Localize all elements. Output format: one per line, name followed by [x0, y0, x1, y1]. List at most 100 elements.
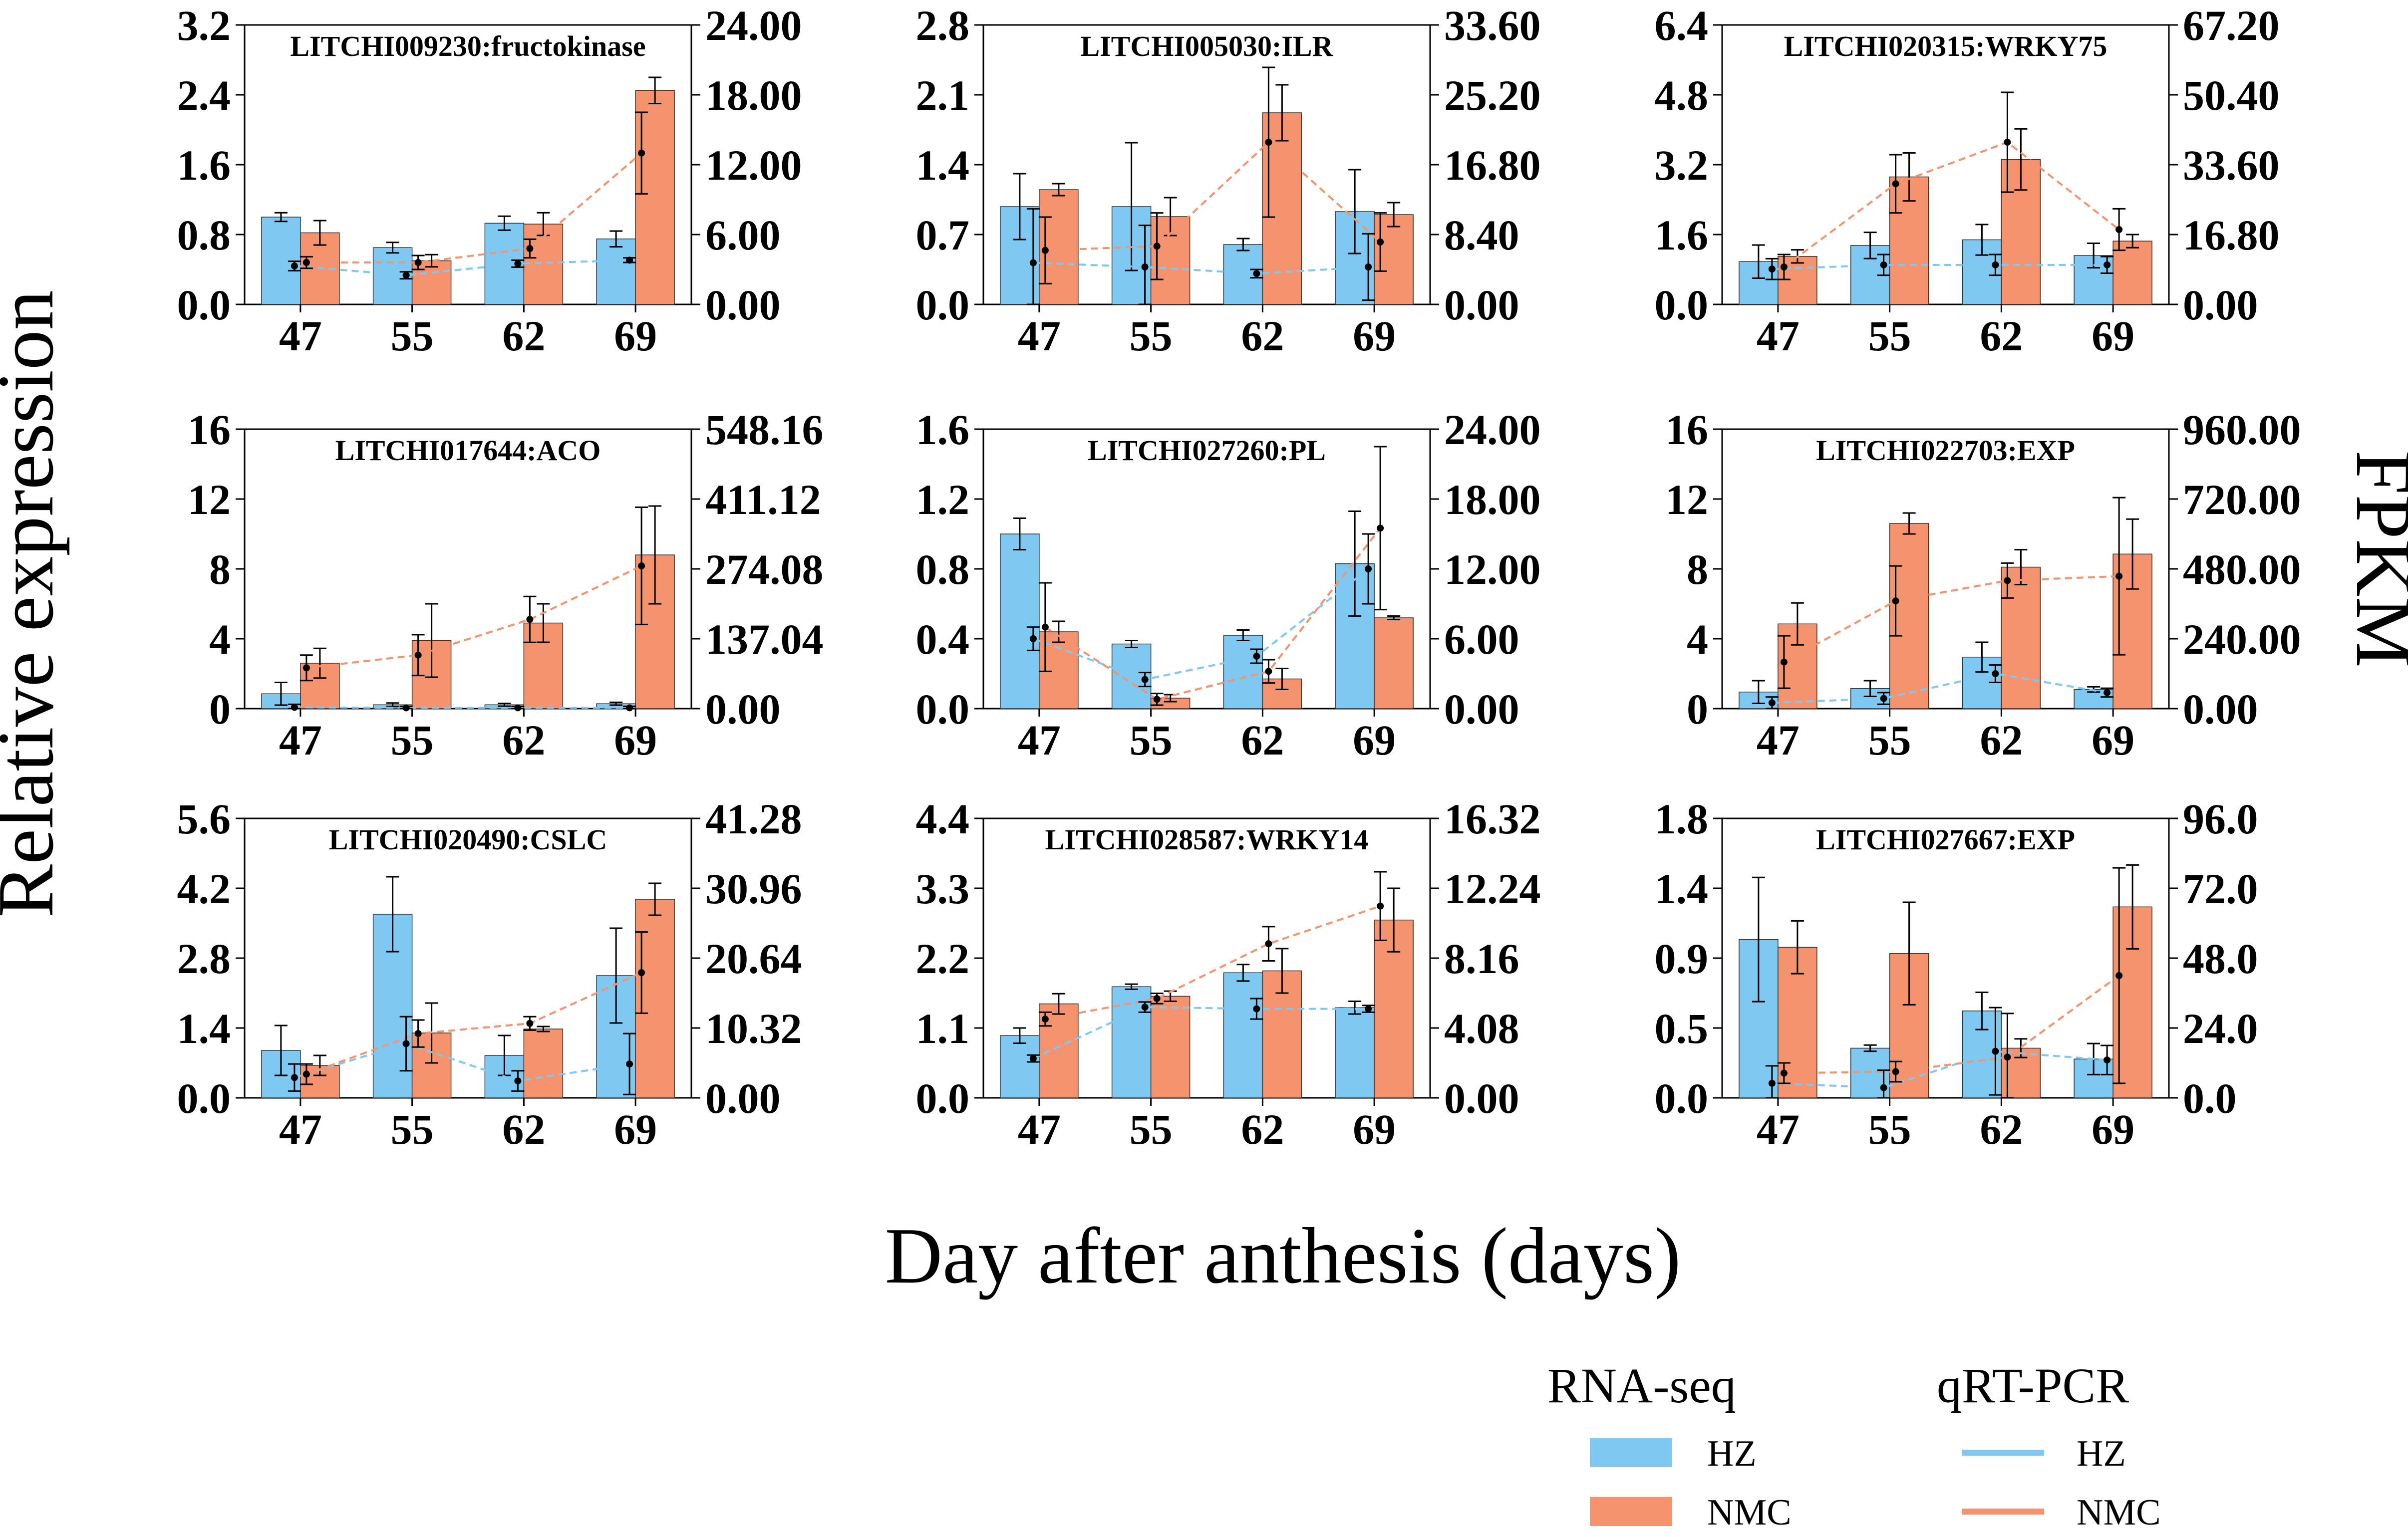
- right-tick-label: 720.00: [2183, 476, 2301, 523]
- x-tick-label: 47: [1018, 716, 1061, 764]
- point-nmc-55: [414, 259, 422, 266]
- right-tick-label: 25.20: [1444, 71, 1541, 119]
- x-tick-label: 55: [1868, 1105, 1911, 1153]
- point-nmc-47: [1780, 658, 1788, 666]
- point-nmc-69: [1377, 239, 1384, 246]
- right-tick-label: 18.00: [705, 71, 802, 119]
- right-tick-label: 0.00: [2183, 281, 2258, 329]
- right-tick-label: 48.0: [2183, 935, 2258, 983]
- x-tick-label: 55: [1130, 716, 1173, 764]
- series-line-hz: [294, 1042, 630, 1082]
- right-tick-label: 6.00: [705, 211, 781, 259]
- left-tick-label: 1.6: [177, 141, 231, 189]
- x-tick-label: 47: [279, 312, 322, 360]
- point-hz-47: [1029, 259, 1037, 266]
- panel-title: LITCHI022703:EXP: [1816, 434, 2075, 467]
- point-hz-69: [2104, 1056, 2111, 1064]
- point-nmc-47: [302, 664, 310, 672]
- point-nmc-62: [526, 1020, 534, 1027]
- left-tick-label: 0: [1687, 685, 1708, 733]
- left-tick-label: 1.4: [1655, 865, 1709, 913]
- x-tick-label: 69: [2092, 1105, 2134, 1153]
- x-axis-label: Day after anthesis (days): [885, 1211, 1681, 1300]
- point-hz-62: [514, 1077, 522, 1085]
- right-tick-label: 10.32: [705, 1005, 802, 1052]
- x-tick-label: 47: [1757, 716, 1800, 764]
- bar-nmc-55: [1150, 996, 1191, 1098]
- right-tick-label: 67.20: [2183, 1, 2280, 49]
- left-tick-label: 0.0: [916, 685, 970, 733]
- series-line-nmc: [306, 972, 642, 1075]
- left-tick-label: 0.0: [1655, 1074, 1709, 1122]
- left-tick-label: 1.8: [1655, 795, 1709, 843]
- point-nmc-62: [2004, 577, 2011, 584]
- point-hz-47: [1029, 635, 1037, 642]
- point-nmc-69: [638, 969, 645, 977]
- right-tick-label: 0.00: [1444, 281, 1519, 329]
- left-tick-label: 12: [188, 476, 231, 523]
- x-tick-label: 47: [1757, 312, 1800, 360]
- point-nmc-47: [1780, 263, 1788, 270]
- x-tick-label: 55: [391, 312, 434, 360]
- point-hz-47: [291, 262, 298, 269]
- point-nmc-69: [2115, 572, 2123, 580]
- point-nmc-55: [414, 651, 422, 659]
- x-tick-label: 62: [502, 716, 545, 764]
- left-tick-label: 2.4: [177, 71, 231, 119]
- right-tick-label: 16.80: [1444, 141, 1541, 189]
- x-tick-label: 62: [502, 1105, 545, 1153]
- point-nmc-62: [1265, 139, 1272, 146]
- x-tick-label: 55: [391, 716, 434, 764]
- series-line-hz: [1772, 672, 2107, 704]
- panels-group: LITCHI009230:fructokinase 0.0 0.8 1.6 2.4 3.2…: [177, 1, 2301, 1153]
- panel-2: LITCHI005030:ILR 0.0 0.7 1.4 2.1 2.8 0.00 8.40 1…: [916, 1, 1541, 360]
- right-tick-label: 274.08: [705, 545, 824, 593]
- right-tick-label: 24.0: [2183, 1005, 2258, 1052]
- series-line-nmc: [1044, 527, 1381, 701]
- panel-8: LITCHI028587:WRKY14 0.0 1.1 2.2 3.3 4.4 0.00 4.…: [916, 795, 1541, 1153]
- point-nmc-55: [1892, 180, 1899, 188]
- right-tick-label: 548.16: [705, 406, 824, 454]
- right-tick-label: 12.00: [1444, 545, 1541, 593]
- left-tick-label: 2.1: [916, 71, 970, 119]
- point-hz-47: [1768, 1079, 1776, 1087]
- point-hz-62: [1253, 1005, 1260, 1013]
- series-line-hz: [1772, 1050, 2107, 1089]
- point-nmc-47: [1041, 623, 1049, 631]
- legend-title-qrtpcr: qRT-PCR: [1937, 1358, 2129, 1413]
- point-hz-55: [1880, 261, 1887, 268]
- point-hz-55: [1141, 1004, 1149, 1011]
- series-line-nmc: [1045, 141, 1381, 252]
- x-tick-label: 69: [614, 312, 657, 360]
- right-tick-label: 411.12: [705, 476, 821, 523]
- x-tick-label: 47: [1757, 1105, 1800, 1153]
- right-tick-label: 33.60: [2183, 141, 2280, 189]
- series-line-hz: [1033, 261, 1369, 275]
- bar-hz-69: [596, 239, 636, 305]
- point-nmc-62: [526, 616, 534, 623]
- left-tick-label: 12: [1665, 476, 1708, 523]
- legend-label-hz-line: HZ: [2077, 1433, 2126, 1474]
- point-nmc-55: [1153, 995, 1161, 1002]
- point-hz-55: [1880, 695, 1887, 702]
- point-nmc-62: [1265, 668, 1272, 675]
- right-tick-label: 0.00: [1444, 685, 1519, 733]
- panel-1: LITCHI009230:fructokinase 0.0 0.8 1.6 2.4 3.2…: [177, 1, 802, 360]
- legend: RNA-seq qRT-PCR HZ NMC HZ NMC: [1547, 1358, 2161, 1533]
- point-hz-62: [1992, 1047, 1999, 1055]
- x-tick-label: 55: [1130, 312, 1173, 360]
- series-line-nmc: [1783, 575, 2119, 663]
- x-tick-label: 62: [1980, 1105, 2023, 1153]
- right-tick-label: 0.00: [705, 1074, 781, 1122]
- right-tick-label: 6.00: [1444, 615, 1519, 663]
- point-hz-47: [291, 1074, 298, 1081]
- left-tick-label: 2.8: [177, 935, 231, 983]
- left-tick-label: 0.5: [1655, 1005, 1709, 1052]
- right-tick-label: 18.00: [1444, 476, 1541, 523]
- bar-hz-62: [1223, 635, 1263, 709]
- right-tick-label: 0.00: [1444, 1074, 1519, 1122]
- panel-5: LITCHI027260:PL 0.0 0.4 0.8 1.2 1.6 0.00 6.00 12…: [916, 406, 1541, 764]
- point-nmc-69: [638, 562, 645, 569]
- bar-nmc-62: [523, 1028, 564, 1098]
